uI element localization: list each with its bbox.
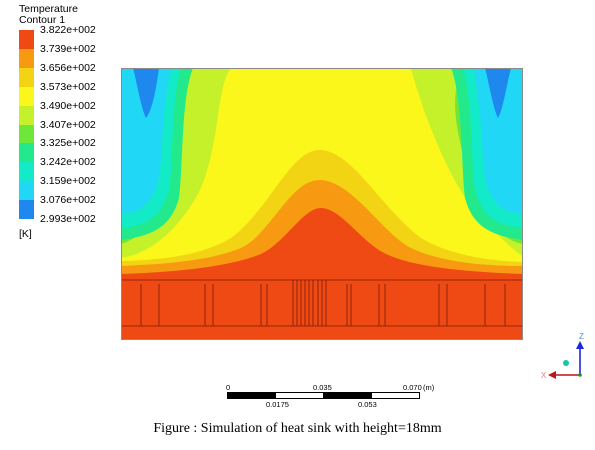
legend-swatch [19, 162, 34, 182]
triad-origin [578, 373, 582, 377]
legend-level-label: 3.407e+002 [40, 118, 96, 131]
axis-triad: Z X [541, 332, 584, 380]
legend-swatch [19, 143, 34, 163]
legend-level-label: 3.822e+002 [40, 24, 96, 36]
scale-label-0070: 0.070 [403, 383, 422, 392]
contour-band-3076-right [485, 68, 511, 118]
legend-level-label: 3.656e+002 [40, 61, 96, 74]
heat-sink-fin-lines [121, 279, 523, 327]
legend-subtitle-text: Contour 1 [19, 14, 66, 26]
figure-caption: Figure : Simulation of heat sink with he… [153, 421, 442, 436]
scale-label-0053: 0.053 [358, 400, 377, 409]
legend-unit: [K] [19, 228, 32, 240]
legend-swatch [19, 105, 34, 125]
legend-level-label: 3.076e+002 [40, 194, 96, 207]
legend-level-label: 3.490e+002 [40, 99, 96, 112]
legend-level-label: 3.573e+002 [40, 80, 96, 93]
triad-x-label: X [541, 371, 547, 380]
contour-band-3159-left [121, 68, 171, 214]
legend-swatch [19, 124, 34, 144]
scale-label-0035: 0.035 [313, 383, 332, 392]
legend-swatch [19, 67, 34, 88]
legend-level-label: 3.739e+002 [40, 42, 96, 55]
legend-swatch [19, 200, 34, 220]
legend-level-label: 3.325e+002 [40, 137, 96, 150]
legend-title: Temperature Contour 1 [19, 4, 78, 26]
temperature-contour-plot [121, 68, 523, 340]
legend-level-label: 2.993e+002 [40, 213, 96, 225]
contour-band-3159-right [473, 68, 523, 214]
legend-level-label: 3.242e+002 [40, 156, 96, 169]
scale-bar-graphic [227, 392, 420, 399]
legend-level-label: 3.159e+002 [40, 175, 96, 188]
plot-border [121, 68, 523, 340]
scale-unit: (m) [423, 383, 435, 392]
legend-swatch [19, 86, 34, 107]
legend-swatch [19, 48, 34, 69]
contour-band-3822 [121, 208, 523, 280]
legend-swatch [19, 181, 34, 201]
scale-label-00175: 0.0175 [266, 400, 289, 409]
scale-label-0: 0 [226, 383, 231, 392]
contour-band-3076-left [133, 68, 159, 118]
legend-title-text: Temperature [19, 3, 78, 15]
triad-z-arrow [576, 341, 584, 349]
triad-x-arrow [548, 371, 556, 379]
triad-y-dot [563, 360, 569, 366]
legend-swatch [19, 30, 34, 50]
triad-z-label: Z [579, 332, 584, 341]
